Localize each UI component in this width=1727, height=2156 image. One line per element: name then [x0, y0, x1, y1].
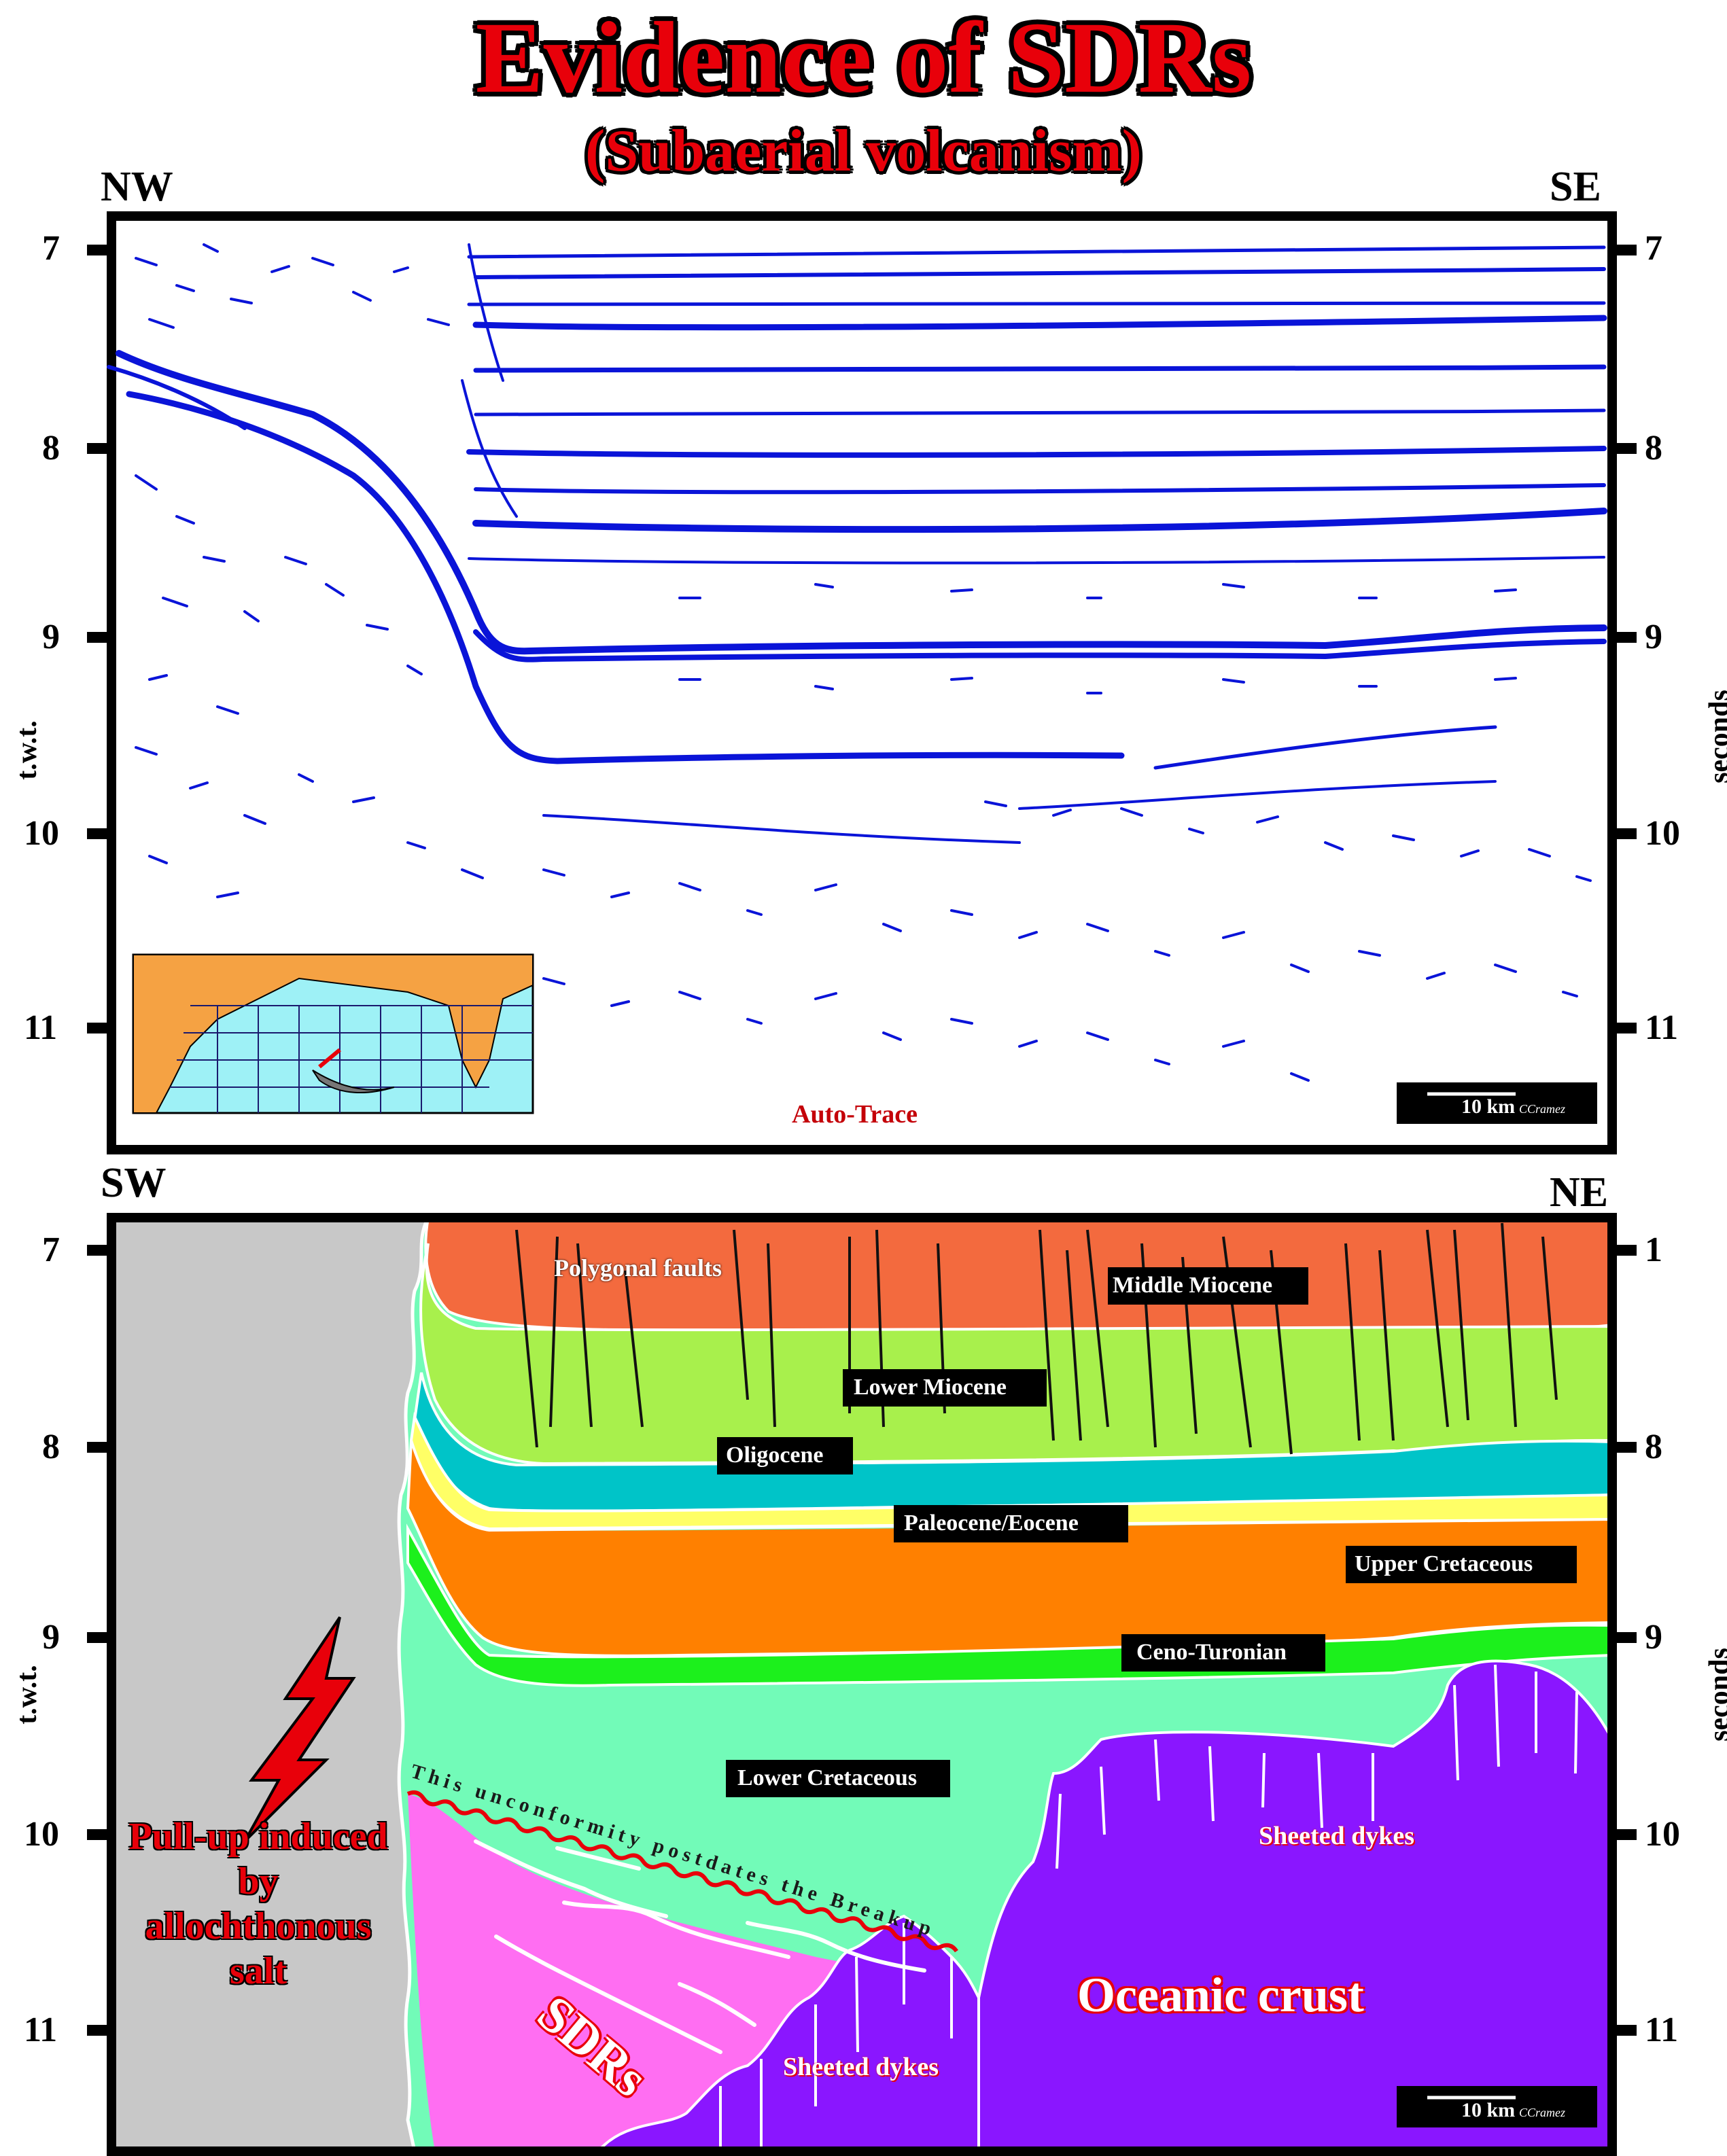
oceanic-crust-label: Oceanic crust — [1077, 1968, 1364, 2022]
top-right-tick-9: 9 — [1645, 618, 1662, 656]
top-left-direction: NW — [101, 164, 173, 210]
ceno-turonian-label: Ceno-Turonian — [1136, 1640, 1287, 1665]
sheeted-dykes-label-lower: Sheeted dykes — [783, 2053, 939, 2081]
top-left-tick-9: 9 — [42, 618, 60, 656]
pullup-line-1: Pull-up induced — [128, 1816, 388, 1858]
bottom-right-tick-8: 8 — [1645, 1428, 1662, 1466]
seismic-reflectors — [107, 243, 1607, 844]
pullup-line-2: by allochthonous — [145, 1860, 372, 1947]
bottom-left-tick-10: 10 — [24, 1815, 59, 1854]
top-right-tick-11: 11 — [1645, 1008, 1679, 1047]
page-title: Evidence of SDRs — [475, 1, 1252, 114]
lightning-bolt-icon — [243, 1616, 356, 1843]
bottom-scale-bar — [1397, 2086, 1597, 2127]
middle-miocene-label: Middle Miocene — [1113, 1273, 1273, 1298]
allochthonous-salt-zone — [111, 1218, 430, 2151]
dyke-lines — [719, 1664, 1578, 2151]
pullup-annotation: Pull-up induced by allochthonous salt — [122, 1814, 394, 1994]
upper-cretaceous-label: Upper Cretaceous — [1355, 1551, 1533, 1576]
unconformity-line — [406, 1790, 958, 1953]
bottom-credit: CCramez — [1519, 2106, 1566, 2119]
auto-trace-caption: Auto-Trace — [792, 1100, 918, 1129]
polygonal-faults-label: Polygonal faults — [554, 1254, 722, 1282]
bottom-left-tick-11: 11 — [24, 2011, 58, 2049]
pullup-line-3: salt — [230, 1950, 287, 1992]
bottom-left-direction: SW — [101, 1160, 167, 1206]
top-right-direction: SE — [1550, 164, 1601, 210]
top-right-tick-8: 8 — [1645, 429, 1662, 467]
bottom-scale-label: 10 km — [1461, 2099, 1516, 2121]
location-map-inset — [132, 953, 534, 1114]
top-right-tick-7: 7 — [1645, 229, 1662, 268]
bottom-left-tick-9: 9 — [42, 1618, 60, 1657]
bottom-left-tick-8: 8 — [42, 1428, 60, 1466]
seismic-panel — [87, 211, 1637, 1154]
top-right-tick-10: 10 — [1645, 814, 1680, 853]
top-left-tick-7: 7 — [42, 229, 60, 268]
bottom-right-axis-label: seconds — [1704, 1648, 1727, 1742]
label-boxes — [717, 1267, 1577, 1797]
bottom-left-tick-7: 7 — [42, 1231, 60, 1269]
bottom-axis-ticks — [87, 1245, 1637, 2036]
oceanic-crust-layer — [977, 1659, 1612, 2151]
paleocene-eocene-label: Paleocene/Eocene — [904, 1510, 1079, 1536]
lower-cretaceous-label: Lower Cretaceous — [737, 1765, 918, 1790]
bottom-right-tick-10: 10 — [1645, 1815, 1680, 1854]
bottom-right-tick-9: 9 — [1645, 1618, 1662, 1657]
page-subtitle: (Subaerial volcanism) — [585, 118, 1142, 184]
bottom-right-tick-1: 1 — [1645, 1231, 1662, 1269]
sheeted-dykes-label-upper: Sheeted dykes — [1259, 1822, 1415, 1850]
top-left-tick-8: 8 — [42, 429, 60, 467]
top-scale-label: 10 km — [1461, 1095, 1516, 1118]
top-axis-ticks — [87, 245, 1637, 1033]
sdr-lines — [474, 1839, 926, 2054]
top-left-tick-11: 11 — [24, 1008, 58, 1047]
oligocene-label: Oligocene — [726, 1443, 824, 1468]
bottom-left-axis-label: t.w.t. — [12, 1665, 43, 1725]
top-scale-bar — [1397, 1082, 1597, 1124]
top-left-tick-10: 10 — [24, 814, 59, 853]
lower-miocene-label: Lower Miocene — [854, 1375, 1007, 1400]
seismic-fragments — [135, 243, 1592, 1082]
bottom-right-tick-11: 11 — [1645, 2011, 1679, 2049]
top-credit: CCramez — [1519, 1102, 1566, 1116]
bottom-right-direction: NE — [1550, 1169, 1609, 1216]
